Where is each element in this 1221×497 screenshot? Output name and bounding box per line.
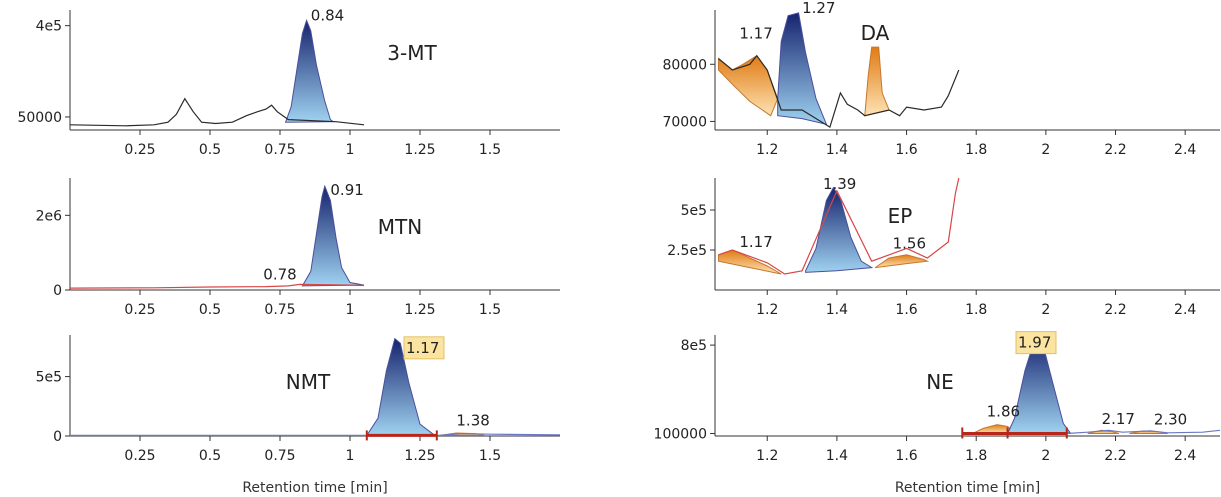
x-tick-label: 1.2 — [756, 448, 778, 464]
chart-panel-right-bottom: 1.2 1.4 1.6 1.8 2 2.2 2.4 100000 8e5 1.86 1.97 2.17… — [654, 331, 1221, 496]
y-tick-label: 100000 — [654, 426, 707, 442]
x-tick-label: 0.25 — [124, 448, 155, 464]
x-tick-label: 2 — [1041, 302, 1050, 318]
y-tick-label: 0 — [53, 283, 62, 299]
chart-panel-left-bottom: 0.25 0.5 0.75 1 1.25 1.5 0 5e5 1.17 1.38 NMT Retent… — [36, 335, 561, 496]
x-tick-label: 0.5 — [199, 302, 221, 318]
compound-name: MTN — [378, 215, 422, 239]
x-tick-label: 1.5 — [479, 142, 501, 158]
x-tick-label: 0.75 — [264, 302, 295, 318]
x-tick-label: 1.2 — [756, 142, 778, 158]
peak-area-1.56 — [874, 254, 930, 269]
x-tick-label: 0.25 — [124, 142, 155, 158]
x-tick-label: 1 — [346, 142, 355, 158]
peak-label: 1.17 — [739, 25, 772, 43]
y-tick-label: 2e6 — [36, 208, 63, 224]
chart-panel-right-top: 1.2 1.4 1.6 1.8 2 2.2 2.4 70000 80000 1.17 1.27 DA — [662, 0, 1220, 158]
x-tick-label: 1.4 — [826, 302, 848, 318]
x-axis-title: Retention time [min] — [895, 480, 1040, 496]
peak-area-1.17 — [718, 249, 782, 275]
x-tick-label: 1.6 — [895, 448, 917, 464]
compound-name: EP — [888, 204, 913, 228]
chart-panel-right-middle: 1.2 1.4 1.6 1.8 2 2.2 2.4 2.5e5 5e5 1.17 1.39 1.56 E… — [667, 175, 1220, 318]
peak-label: 0.91 — [330, 181, 363, 199]
peak-area-0.84 — [284, 18, 335, 123]
chromatogram-trace — [718, 177, 960, 275]
y-tick-label: 70000 — [662, 114, 707, 130]
chromatogram-trace — [70, 432, 561, 436]
x-tick-label: 1.4 — [826, 448, 848, 464]
x-tick-label: 0.25 — [124, 302, 155, 318]
x-tick-label: 1.25 — [404, 302, 435, 318]
peak-area-1.17 — [365, 337, 436, 436]
x-tick-label: 1.25 — [404, 448, 435, 464]
x-tick-label: 1 — [346, 302, 355, 318]
peak-label: 2.30 — [1154, 411, 1187, 429]
x-tick-label: 1.8 — [965, 448, 987, 464]
x-tick-label: 1.6 — [895, 302, 917, 318]
peak-label: 1.39 — [823, 175, 856, 193]
chart-panel-left-middle: 0.25 0.5 0.75 1 1.25 1.5 0 2e6 0.91 0.78 MTN — [36, 178, 560, 318]
x-tick-label: 2 — [1041, 142, 1050, 158]
compound-name: 3-MT — [387, 41, 437, 65]
x-tick-label: 1 — [346, 448, 355, 464]
peak-label: 2.17 — [1102, 410, 1135, 428]
x-tick-label: 2.4 — [1174, 142, 1196, 158]
chromatogram-trace — [962, 429, 1221, 435]
compound-name: DA — [861, 21, 890, 45]
peak-area-unlabeled — [864, 46, 890, 117]
x-tick-label: 1.2 — [756, 302, 778, 318]
x-tick-label: 0.5 — [199, 142, 221, 158]
x-tick-label: 1.25 — [404, 142, 435, 158]
x-tick-label: 0.75 — [264, 448, 295, 464]
x-axis-title: Retention time [min] — [242, 480, 387, 496]
y-tick-label: 5e5 — [681, 203, 707, 219]
x-tick-label: 1.5 — [479, 302, 501, 318]
peak-area-0.91 — [301, 184, 365, 287]
peak-label: 1.56 — [893, 234, 926, 252]
x-tick-label: 1.6 — [895, 142, 917, 158]
x-tick-label: 0.75 — [264, 142, 295, 158]
peak-label: 1.27 — [802, 0, 835, 17]
y-tick-label: 5e5 — [36, 370, 62, 386]
x-tick-label: 0.5 — [199, 448, 221, 464]
peak-area-1.27 — [777, 12, 828, 126]
x-tick-label: 2.4 — [1174, 302, 1196, 318]
highlight-box — [403, 336, 445, 360]
x-tick-label: 2 — [1041, 448, 1050, 464]
y-tick-label: 50000 — [17, 110, 62, 126]
peak-label: 0.84 — [311, 6, 344, 24]
peak-label: 1.17 — [406, 339, 439, 357]
x-tick-label: 1.8 — [965, 142, 987, 158]
chromatogram-trace — [69, 283, 365, 289]
y-tick-label: 80000 — [662, 57, 707, 73]
y-tick-label: 8e5 — [681, 338, 707, 354]
x-tick-label: 1.5 — [479, 448, 501, 464]
chromatogram-trace — [718, 54, 960, 129]
compound-name: NMT — [286, 370, 331, 394]
x-tick-label: 2.2 — [1104, 142, 1126, 158]
peak-label: 1.86 — [987, 402, 1020, 420]
x-tick-label: 1.8 — [965, 302, 987, 318]
highlight-box — [1015, 331, 1057, 355]
peak-label: 0.78 — [263, 266, 296, 284]
x-tick-label: 2.4 — [1174, 448, 1196, 464]
peak-label: 1.97 — [1018, 334, 1051, 352]
chromatogram-trace — [69, 97, 365, 127]
y-tick-label: 0 — [53, 429, 62, 445]
x-tick-label: 2.2 — [1104, 448, 1126, 464]
y-tick-label: 2.5e5 — [667, 243, 707, 259]
peak-label: 1.38 — [456, 411, 489, 429]
x-tick-label: 2.2 — [1104, 302, 1126, 318]
chart-panel-left-top: 0.25 0.5 0.75 1 1.25 1.5 50000 4e5 0.84 3-MT — [17, 6, 560, 158]
y-tick-label: 4e5 — [36, 19, 62, 35]
peak-area-1.39 — [805, 186, 874, 273]
compound-name: NE — [926, 370, 954, 394]
peak-label: 1.17 — [739, 233, 772, 251]
x-tick-label: 1.4 — [826, 142, 848, 158]
